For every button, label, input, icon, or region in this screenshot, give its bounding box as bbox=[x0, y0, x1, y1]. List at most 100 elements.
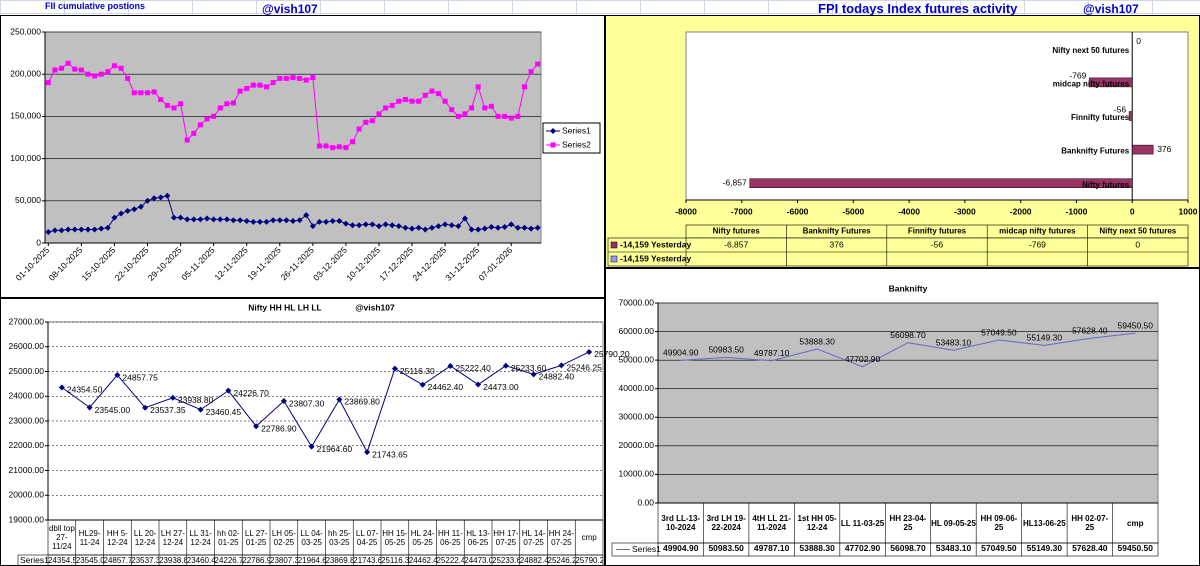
table-value: 24354.50 bbox=[48, 556, 76, 565]
data-label: 53888.30 bbox=[799, 336, 835, 346]
data-point bbox=[435, 223, 442, 230]
data-label: 21743.65 bbox=[372, 449, 408, 459]
table-value: 24857.75 bbox=[103, 556, 132, 565]
category-label: Finnifty futures bbox=[1071, 113, 1130, 122]
data-point bbox=[98, 225, 105, 232]
data-point bbox=[171, 105, 177, 111]
data-label: 24354.50 bbox=[67, 385, 103, 395]
category-label: HH 09-06-25 bbox=[980, 514, 1018, 532]
category-label: HL 09-05-25 bbox=[931, 518, 976, 528]
data-point bbox=[217, 216, 224, 223]
data-point bbox=[72, 66, 78, 72]
data-label: 50983.50 bbox=[708, 345, 744, 355]
x-tick-label: -8000 bbox=[675, 206, 697, 216]
data-label: 25116.30 bbox=[400, 366, 435, 376]
data-point bbox=[356, 126, 362, 132]
data-point bbox=[230, 100, 236, 106]
data-point bbox=[223, 216, 230, 223]
category-label: 3rd LH 19-22-2024 bbox=[706, 514, 746, 532]
data-point bbox=[225, 387, 232, 394]
data-point bbox=[290, 218, 296, 225]
table-value: 22786.90 bbox=[242, 556, 270, 565]
data-point bbox=[151, 195, 158, 202]
data-point bbox=[323, 218, 330, 225]
category-label: hh 02-01-25 bbox=[217, 528, 240, 547]
data-point bbox=[383, 105, 389, 111]
data-label: 24226.70 bbox=[233, 388, 269, 398]
data-point bbox=[323, 143, 329, 149]
y-tick-label: 40000.00 bbox=[619, 383, 655, 393]
legend-label: Series1 bbox=[20, 555, 49, 565]
table-header: Finnifty futures bbox=[908, 227, 967, 236]
data-point bbox=[217, 105, 223, 111]
legend-label: -14,159 Yesterday bbox=[620, 239, 691, 249]
data-point bbox=[363, 119, 369, 125]
data-point bbox=[263, 218, 270, 225]
category-label: LL 11-03-25 bbox=[840, 518, 885, 528]
data-point bbox=[98, 71, 104, 77]
data-point bbox=[515, 113, 521, 119]
table-value: 24226.70 bbox=[214, 556, 243, 565]
data-point bbox=[448, 222, 455, 229]
y-tick-label: 70000.00 bbox=[619, 297, 655, 307]
data-label: 57628.40 bbox=[1072, 326, 1108, 336]
bar bbox=[1131, 144, 1154, 155]
data-point bbox=[528, 225, 535, 232]
data-point bbox=[276, 217, 283, 224]
table-value: 47702.90 bbox=[844, 543, 881, 553]
table-value: 23460.45 bbox=[186, 556, 215, 565]
data-label: 49787.10 bbox=[754, 348, 790, 358]
data-point bbox=[170, 214, 177, 221]
data-point bbox=[461, 215, 468, 222]
data-point bbox=[362, 221, 369, 228]
data-point bbox=[86, 404, 93, 411]
data-point bbox=[369, 118, 375, 124]
data-point bbox=[250, 82, 256, 88]
category-label: HL13-06-25 bbox=[1023, 518, 1066, 528]
y-tick-label: 25000.00 bbox=[9, 366, 45, 376]
data-point bbox=[395, 223, 402, 230]
data-point bbox=[297, 75, 303, 81]
data-point bbox=[449, 107, 455, 113]
data-point bbox=[197, 122, 203, 128]
category-label: dbll top 27-11/24 bbox=[48, 524, 75, 551]
data-point bbox=[316, 218, 323, 225]
data-point bbox=[350, 139, 356, 145]
data-point bbox=[416, 98, 422, 104]
y-tick-label: 60000.00 bbox=[619, 326, 655, 336]
series-line bbox=[61, 351, 590, 454]
data-label: 25790.20 bbox=[594, 349, 630, 359]
data-point bbox=[330, 145, 336, 151]
sheet-cell: FPI todays Index futures activity bbox=[818, 1, 1018, 16]
data-point bbox=[402, 97, 408, 103]
data-point bbox=[336, 396, 343, 403]
data-point bbox=[409, 98, 415, 104]
data-point bbox=[277, 75, 283, 81]
data-point bbox=[402, 224, 409, 231]
data-label: 23938.80 bbox=[178, 395, 214, 405]
table-value: 24473.00 bbox=[464, 556, 492, 565]
data-label: 55149.30 bbox=[1027, 333, 1063, 343]
data-point bbox=[455, 113, 461, 119]
data-label: 376 bbox=[1157, 144, 1171, 154]
data-point bbox=[131, 90, 137, 96]
plot-area bbox=[657, 302, 1159, 504]
data-label: 53483.10 bbox=[936, 337, 972, 347]
category-label: HH 5-12-24 bbox=[106, 528, 128, 547]
data-point bbox=[270, 80, 276, 86]
data-label: 24882.40 bbox=[539, 372, 575, 382]
data-label: 24462.40 bbox=[428, 382, 464, 392]
data-point bbox=[257, 82, 263, 88]
x-tick-label: -3000 bbox=[954, 206, 976, 216]
table-header: Banknifty Futures bbox=[803, 227, 872, 236]
y-tick-label: 0.00 bbox=[637, 497, 654, 507]
x-tick-label: -7000 bbox=[731, 206, 753, 216]
category-label: HL 14-07-25 bbox=[521, 528, 546, 547]
table-value: 24462.40 bbox=[408, 556, 437, 565]
y-tick-label: 150,000 bbox=[10, 111, 41, 121]
data-point bbox=[501, 223, 508, 230]
data-point bbox=[376, 111, 382, 117]
table-value: 23869.80 bbox=[325, 556, 354, 565]
category-label: LL 27-01-25 bbox=[244, 528, 268, 547]
